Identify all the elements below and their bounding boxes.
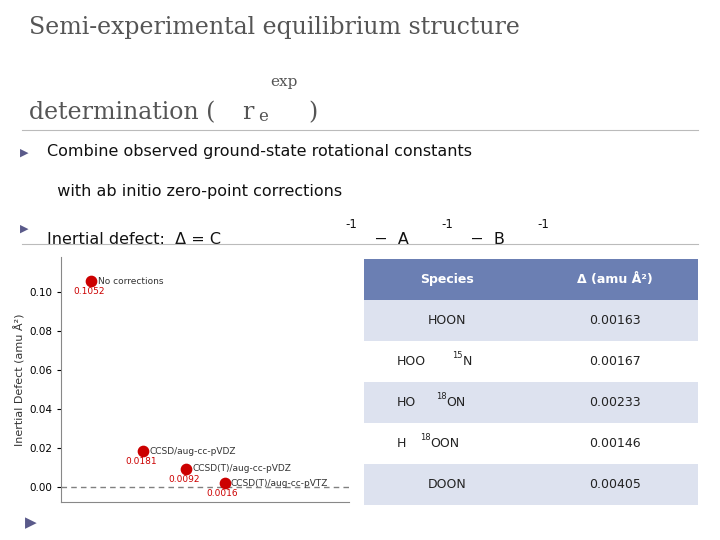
Text: 0.00167: 0.00167	[589, 355, 641, 368]
Y-axis label: Inertial Defect (amu Å²): Inertial Defect (amu Å²)	[14, 313, 25, 446]
Text: 0.00163: 0.00163	[589, 314, 641, 327]
Text: 0.0181: 0.0181	[125, 457, 156, 466]
Text: Δ (amu Å²): Δ (amu Å²)	[577, 273, 652, 286]
Point	[86, 277, 97, 286]
Text: exp: exp	[270, 75, 297, 89]
Bar	[531, 423, 698, 464]
Text: -1: -1	[345, 218, 356, 231]
Text: Semi-experimental equilibrium structure: Semi-experimental equilibrium structure	[29, 16, 520, 38]
Text: 0.0016: 0.0016	[207, 489, 238, 498]
Text: -1: -1	[441, 218, 453, 231]
Text: 0.00233: 0.00233	[589, 396, 641, 409]
Text: HOON: HOON	[428, 314, 467, 327]
Bar	[531, 259, 698, 300]
Text: CCSD(T)/aug-cc-pVDZ: CCSD(T)/aug-cc-pVDZ	[192, 464, 291, 473]
Text: 0.0092: 0.0092	[168, 475, 199, 483]
Text: Inertial defect:  Δ = C: Inertial defect: Δ = C	[47, 232, 221, 247]
Text: ▶: ▶	[20, 224, 29, 234]
Text: −  A: − A	[364, 232, 408, 247]
Text: −  B: − B	[460, 232, 505, 247]
Text: r: r	[242, 101, 253, 124]
Bar	[531, 464, 698, 505]
Point	[137, 447, 148, 456]
Point	[180, 464, 192, 473]
Text: Species: Species	[420, 273, 474, 286]
Text: 18: 18	[436, 392, 447, 401]
Text: HO: HO	[397, 396, 416, 409]
Bar	[364, 464, 531, 505]
Bar	[531, 382, 698, 423]
Text: ): )	[308, 101, 318, 124]
Text: No corrections: No corrections	[98, 277, 163, 286]
Text: 15: 15	[452, 351, 463, 360]
Text: OON: OON	[430, 437, 459, 450]
Bar	[364, 341, 531, 382]
Text: HOO: HOO	[397, 355, 426, 368]
Text: CCSD(T)/aug-cc-pVTZ: CCSD(T)/aug-cc-pVTZ	[231, 479, 328, 488]
Text: 0.1052: 0.1052	[73, 287, 105, 296]
Point	[219, 479, 230, 488]
Text: Combine observed ground-state rotational constants: Combine observed ground-state rotational…	[47, 144, 472, 159]
Text: determination (: determination (	[29, 101, 215, 124]
Text: -1: -1	[538, 218, 549, 231]
Bar	[364, 300, 531, 341]
Text: N: N	[462, 355, 472, 368]
Text: 0.00405: 0.00405	[589, 478, 641, 491]
Bar	[364, 423, 531, 464]
Bar	[364, 259, 531, 300]
Text: ▶: ▶	[20, 148, 29, 158]
Text: 18: 18	[420, 433, 431, 442]
Text: ▶: ▶	[25, 515, 37, 530]
Text: H: H	[397, 437, 407, 450]
Bar	[364, 382, 531, 423]
Bar	[531, 341, 698, 382]
Text: e: e	[258, 107, 268, 125]
Text: 0.00146: 0.00146	[589, 437, 641, 450]
Text: ON: ON	[446, 396, 466, 409]
Text: with ab initio zero-point corrections: with ab initio zero-point corrections	[47, 184, 342, 199]
Text: CCSD/aug-cc-pVDZ: CCSD/aug-cc-pVDZ	[149, 447, 236, 456]
Bar	[531, 300, 698, 341]
Text: DOON: DOON	[428, 478, 467, 491]
